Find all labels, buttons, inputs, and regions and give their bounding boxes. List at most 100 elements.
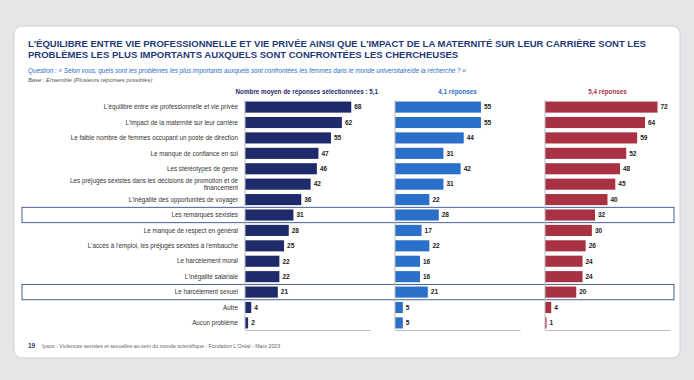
bar	[245, 102, 351, 113]
data-label: 22	[282, 258, 290, 265]
bar	[245, 225, 289, 236]
axis-line	[396, 330, 521, 331]
data-label: 52	[629, 150, 637, 157]
footer-source: Ipsos - Violences sexistes et sexuelles …	[42, 343, 280, 349]
category-label: L'inégalité des opportunités de voyager	[129, 196, 238, 204]
data-label: 21	[431, 288, 439, 295]
series-header: 4,1 réponses	[438, 88, 477, 96]
bar	[545, 179, 615, 190]
data-label: 40	[611, 196, 619, 203]
category-label: Le faible nombre de femmes occupant un p…	[71, 134, 239, 142]
data-label: 68	[354, 103, 362, 110]
category-label: L'équilibre entre vie professionnelle et…	[104, 103, 239, 111]
data-label: 31	[446, 180, 454, 187]
category-label: Le manque de respect en général	[144, 227, 238, 235]
data-label: 17	[425, 227, 433, 234]
category-label: Les stéréotypes de genre	[167, 165, 239, 173]
data-label: 31	[446, 150, 454, 157]
baseline	[395, 100, 396, 330]
category-label: Les préjugés sexistes dans les décisions…	[70, 177, 239, 191]
bar	[395, 179, 443, 190]
series-header: Nombre moyen de réponses sélectionnées :…	[236, 88, 379, 96]
bar	[545, 271, 583, 282]
data-label: 59	[640, 134, 648, 141]
bar	[395, 317, 403, 328]
subtitle: Question : « Selon vous, quels sont les …	[28, 67, 466, 75]
data-label: 20	[579, 288, 587, 295]
bar	[245, 256, 279, 267]
data-label: 16	[423, 258, 431, 265]
bar	[395, 117, 481, 128]
bars-group	[545, 102, 658, 329]
bars-group	[395, 102, 481, 329]
baseline	[245, 100, 246, 330]
bar	[395, 209, 439, 220]
bar	[245, 271, 279, 282]
bar	[545, 302, 551, 313]
category-label: Le harcèlement sexuel	[175, 288, 238, 295]
bar	[545, 287, 576, 298]
highlight-box	[22, 284, 674, 299]
bar	[395, 287, 428, 298]
data-label: 64	[648, 119, 656, 126]
bar	[395, 271, 420, 282]
bar	[545, 209, 595, 220]
category-label: Le harcèlement moral	[177, 257, 238, 264]
data-label: 72	[661, 103, 669, 110]
bar	[395, 225, 422, 236]
data-label: 48	[623, 165, 631, 172]
category-label: L'impact de la maternité sur leur carriè…	[126, 119, 239, 127]
bars-group	[245, 102, 351, 329]
bar	[545, 194, 608, 205]
data-label: 25	[287, 242, 295, 249]
data-label: 22	[282, 273, 290, 280]
bar	[545, 117, 645, 128]
bar	[395, 302, 403, 313]
bar	[545, 148, 626, 159]
data-label: 5	[406, 319, 410, 326]
page-number: 19	[28, 342, 36, 349]
title: L'ÉQUILIBRE ENTRE VIE PROFESSIONNELLE ET…	[28, 38, 646, 60]
data-label: 24	[586, 273, 594, 280]
data-label: 30	[595, 227, 603, 234]
category-label: Autre	[223, 304, 239, 311]
axis-line	[246, 330, 371, 331]
data-label: 26	[589, 242, 597, 249]
bar	[245, 148, 318, 159]
x-axis	[396, 330, 521, 331]
category-label: L'accès à l'emploi, les préjugés sexiste…	[88, 242, 239, 250]
chart-svg: L'ÉQUILIBRE ENTRE VIE PROFESSIONNELLE ET…	[0, 0, 694, 380]
data-label: 42	[314, 180, 322, 187]
x-axis	[546, 330, 671, 331]
bar	[545, 132, 637, 143]
axis-line	[546, 330, 671, 331]
card	[14, 26, 680, 358]
data-label: 22	[432, 196, 440, 203]
data-label: 28	[292, 227, 300, 234]
data-label: 22	[432, 242, 440, 249]
data-label: 32	[598, 211, 606, 218]
data-label: 47	[321, 150, 329, 157]
bar	[545, 240, 586, 251]
data-label: 36	[304, 196, 312, 203]
bar	[545, 163, 620, 174]
bar	[395, 102, 481, 113]
bar	[395, 148, 443, 159]
bar	[245, 209, 293, 220]
data-label: 62	[345, 119, 353, 126]
baseline	[545, 100, 546, 330]
bar	[395, 240, 429, 251]
category-label: Aucun problème	[192, 319, 238, 327]
data-label: 21	[281, 288, 289, 295]
bar	[395, 256, 420, 267]
data-label: 31	[296, 211, 304, 218]
bar	[545, 102, 658, 113]
data-label: 45	[618, 180, 626, 187]
bar	[545, 225, 592, 236]
bar	[245, 117, 342, 128]
category-label: Les remarques sexistes	[172, 211, 239, 219]
base-note: Base : Ensemble (Plusieurs réponses poss…	[28, 77, 152, 83]
series-header: 5,4 réponses	[588, 88, 627, 96]
data-label: 5	[406, 304, 410, 311]
bar	[245, 240, 284, 251]
